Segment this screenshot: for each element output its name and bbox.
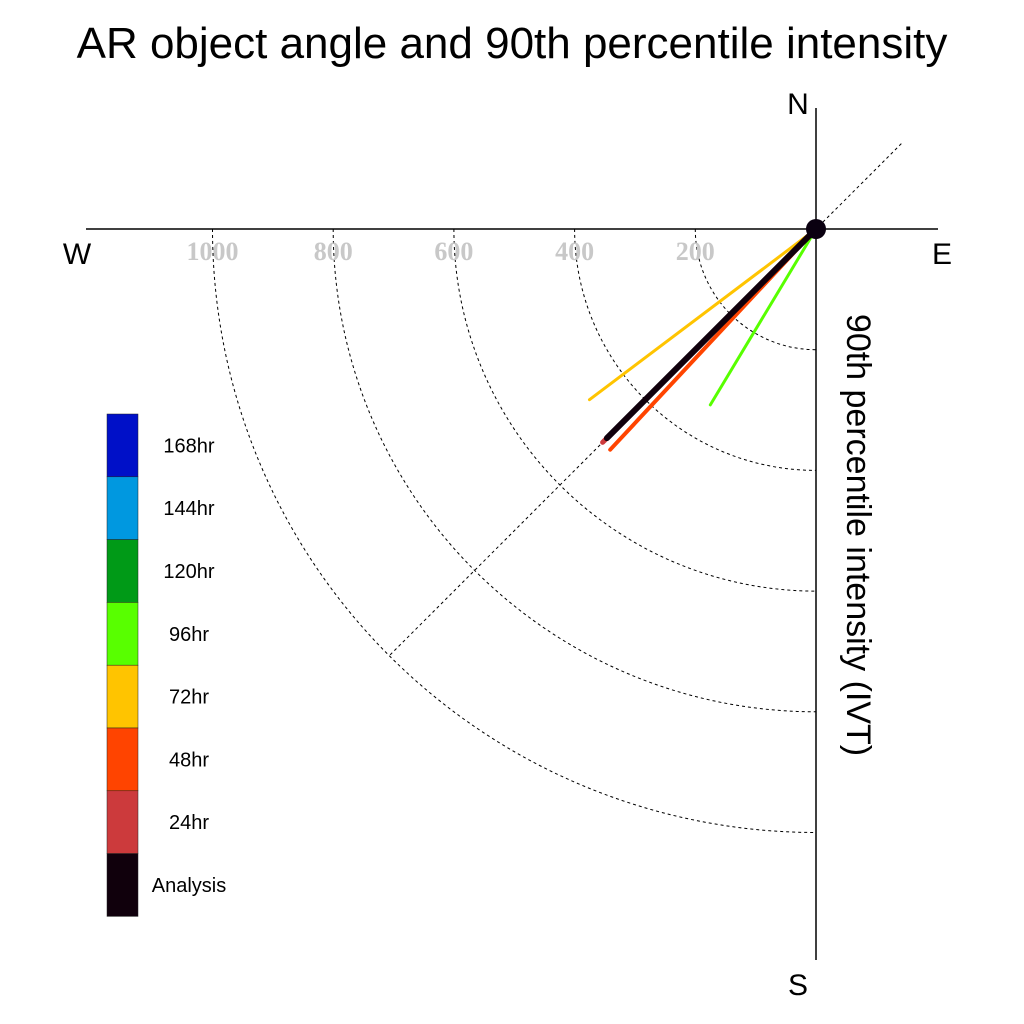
legend-swatch-144hr	[106, 476, 139, 540]
legend-swatch-120hr	[106, 539, 139, 603]
legend-label-72hr: 72hr	[169, 687, 209, 709]
legend-label-48hr: 48hr	[169, 749, 209, 771]
grid-arc-200	[694, 228, 817, 351]
legend-label-144hr: 144hr	[163, 498, 214, 520]
tick-label-1000: 1000	[187, 237, 239, 266]
legend-swatch-24hr	[106, 790, 139, 854]
north-label: N	[787, 88, 809, 121]
east-label: E	[932, 238, 952, 271]
intensity-axis-title: 90th percentile intensity (IVT)	[839, 314, 877, 756]
tick-label-800: 800	[314, 237, 353, 266]
vector-analysis	[603, 226, 819, 442]
legend-label-24hr: 24hr	[169, 812, 209, 834]
vector-72hr	[587, 227, 818, 402]
grid-arc-1000	[212, 228, 817, 833]
south-label: S	[788, 969, 808, 1002]
legend-label-96hr: 96hr	[169, 624, 209, 646]
legend-label-120hr: 120hr	[163, 561, 214, 583]
legend-label-analysis: Analysis	[152, 875, 226, 897]
tick-label-600: 600	[434, 237, 473, 266]
legend-swatch-72hr	[106, 664, 139, 729]
tick-label-400: 400	[555, 237, 594, 266]
legend-swatch-analysis	[106, 853, 139, 917]
radial-tick-labels: 200 400 600 800 1000	[187, 237, 715, 266]
legend-label-168hr: 168hr	[163, 435, 214, 457]
legend-swatch-96hr	[106, 602, 139, 666]
grid-arc-800	[332, 228, 817, 713]
grid-arc-400	[574, 228, 817, 471]
west-label: W	[63, 238, 92, 271]
origin-marker	[806, 219, 826, 239]
legend-swatch-48hr	[106, 727, 139, 792]
legend-swatch-168hr	[106, 413, 139, 478]
chart-title: AR object angle and 90th percentile inte…	[77, 19, 948, 68]
direction-vectors	[587, 226, 819, 452]
vector-96hr	[708, 227, 818, 407]
tick-label-200: 200	[676, 237, 715, 266]
color-legend: 168hr 144hr 120hr 96hr 72hr 48hr 24hr Analysis	[106, 413, 226, 917]
